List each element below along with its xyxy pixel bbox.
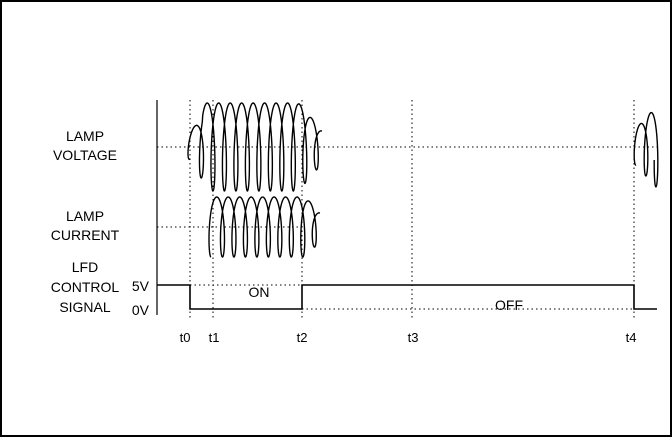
lfd-control-label-line2: CONTROL [51,279,120,295]
state-on-label: ON [249,284,270,300]
lamp-voltage-waveform [187,102,323,192]
lamp-current-label-line1: LAMP [66,208,104,224]
level-high-label: 5V [132,278,150,294]
time-label-t3: t3 [408,330,419,345]
lfd-control-label-line3: SIGNAL [59,299,111,315]
lfd-control-label-line1: LFD [72,259,98,275]
state-off-label: OFF [495,297,523,313]
lamp-voltage-waveform-t4 [633,111,659,188]
lamp-current-waveform [208,196,321,258]
level-low-label: 0V [132,302,150,318]
lamp-voltage-label-line1: LAMP [66,128,104,144]
time-label-t4: t4 [626,330,637,345]
time-label-t1: t1 [209,330,220,345]
signal-baselines [157,146,660,310]
lamp-voltage-label-line2: VOLTAGE [53,147,117,163]
lamp-current-label-line2: CURRENT [51,227,120,243]
time-label-t2: t2 [297,330,308,345]
time-label-t0: t0 [180,330,191,345]
control-signal-waveform [157,284,657,310]
